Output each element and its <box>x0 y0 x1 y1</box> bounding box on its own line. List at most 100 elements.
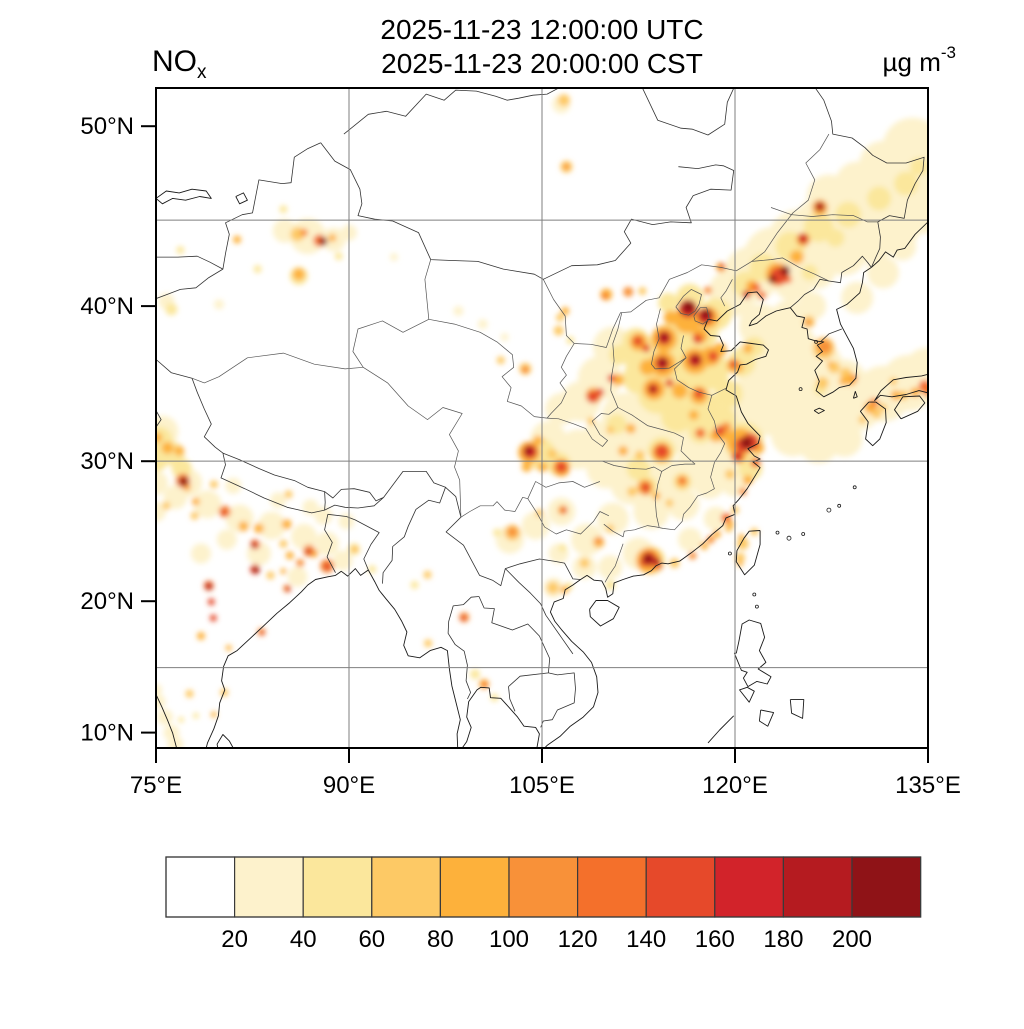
colorbar-outline <box>165 856 922 918</box>
country-border-path <box>445 487 493 581</box>
title-utc: 2025-11-23 12:00:00 UTC <box>380 14 703 45</box>
island-speck <box>852 485 857 490</box>
species-base: NO <box>152 45 197 78</box>
heat-blob <box>742 343 753 354</box>
x-axis-tick-label: 90°E <box>323 772 375 799</box>
heat-blob <box>279 205 288 214</box>
heat-blob <box>682 300 695 313</box>
heat-blob <box>545 393 578 425</box>
heat-blob <box>780 265 791 276</box>
colorbar-tick-label: 120 <box>558 926 598 953</box>
heat-blob <box>768 275 777 284</box>
heat-blob <box>233 235 242 244</box>
y-axis-tick-label: 30°N <box>80 448 134 475</box>
colorbar-segment <box>576 856 647 918</box>
heat-blob <box>658 292 679 313</box>
province-border-path <box>603 462 715 538</box>
heat-blob <box>692 333 703 344</box>
country-border-path <box>324 514 336 573</box>
coastline-path <box>589 600 620 627</box>
heat-blob <box>738 487 747 496</box>
coastline-path <box>707 715 735 744</box>
heat-blob <box>537 462 548 472</box>
heat-blob <box>602 293 608 300</box>
heat-blob <box>738 533 745 540</box>
island-speck <box>814 339 818 344</box>
title-cst: 2025-11-23 20:00:00 CST <box>381 48 703 79</box>
colorbar-tick-label: 100 <box>489 926 529 953</box>
island-speck <box>752 592 757 597</box>
heat-blob <box>692 355 700 363</box>
heat-blob <box>453 306 464 316</box>
heat-blob <box>192 712 199 719</box>
country-border-path <box>508 672 549 687</box>
species-label: NOx <box>152 45 207 83</box>
heat-blob <box>521 511 550 540</box>
heat-blob <box>634 450 645 461</box>
heat-blob <box>225 644 232 651</box>
province-border-path <box>617 407 696 465</box>
heat-blob <box>560 585 569 594</box>
heat-blob <box>390 253 398 262</box>
heat-blob <box>205 582 213 590</box>
coastline-path <box>739 686 755 703</box>
province-border-path <box>527 481 610 535</box>
heat-blob <box>319 237 328 246</box>
coastline-path <box>894 395 926 420</box>
colorbar-tick-label: 200 <box>832 926 872 953</box>
country-border-path <box>220 452 326 514</box>
colorbar-segment <box>302 856 373 918</box>
heat-blob <box>191 543 211 564</box>
heat-blob <box>296 559 305 568</box>
colorbar-segment <box>782 856 853 918</box>
heat-blob <box>500 333 509 342</box>
heat-blob <box>867 186 892 211</box>
heat-blob <box>735 552 746 563</box>
heat-blob <box>253 523 264 534</box>
heat-blob <box>470 669 481 680</box>
province-border-path <box>707 395 726 463</box>
y-axis-tick-label: 20°N <box>80 588 134 615</box>
x-axis-tick-label: 75°E <box>130 772 182 799</box>
heat-blob <box>522 366 529 373</box>
heat-blob <box>214 299 224 310</box>
heat-blob <box>216 529 237 550</box>
coastline-path <box>735 530 761 576</box>
heat-blob <box>571 523 603 556</box>
colorbar-segment <box>645 856 716 918</box>
heat-blob <box>665 378 674 387</box>
heat-blob <box>555 461 568 473</box>
heat-blob <box>424 639 433 648</box>
country-border-path <box>156 142 321 270</box>
colorbar-tick-label: 60 <box>358 926 385 953</box>
province-border-path <box>720 279 733 307</box>
heat-blob <box>841 281 874 314</box>
heat-blob <box>660 333 668 341</box>
heat-blob <box>652 491 661 500</box>
heat-blob <box>750 527 759 536</box>
coastline-path <box>216 734 234 748</box>
country-border-path <box>814 88 925 268</box>
heat-blob <box>285 586 291 592</box>
heat-blob <box>553 325 564 336</box>
heat-blob <box>185 689 194 698</box>
concentration-heatmap-layer <box>156 94 928 748</box>
units-exponent: -3 <box>941 43 956 62</box>
heat-blob <box>827 361 834 368</box>
province-border-path <box>674 335 727 396</box>
island-speck <box>786 535 792 541</box>
heat-blob <box>209 480 218 489</box>
heat-blob <box>678 476 687 485</box>
heat-blob <box>632 336 643 347</box>
heat-blob <box>558 543 567 552</box>
heat-blob <box>740 436 753 449</box>
heat-blob <box>174 445 185 456</box>
heat-blob <box>889 377 898 386</box>
heat-blob <box>623 286 634 297</box>
heat-blob <box>724 469 735 480</box>
country-border-path <box>820 328 842 342</box>
colorbar-tick-label: 20 <box>221 926 248 953</box>
x-axis-tick-label: 105°E <box>509 772 575 799</box>
colorbar-tick-label: 40 <box>290 926 317 953</box>
